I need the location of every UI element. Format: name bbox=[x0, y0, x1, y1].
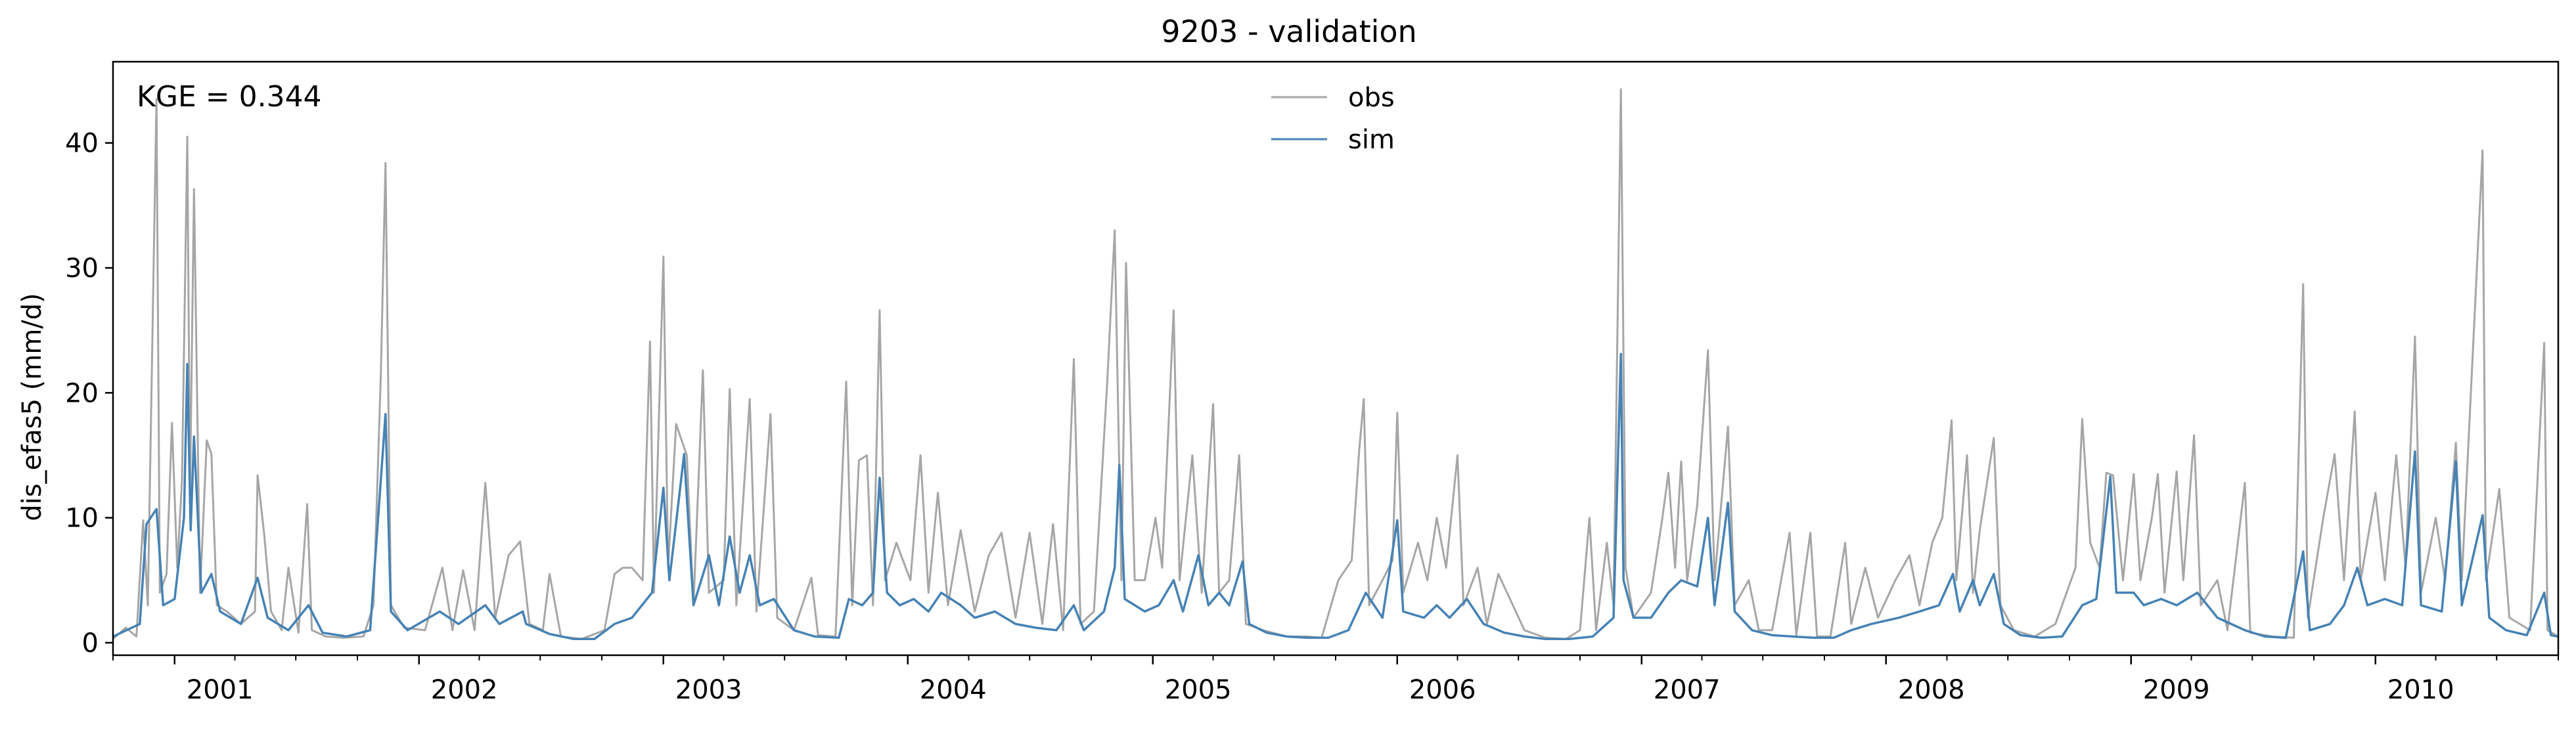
kge-annotation: KGE = 0.344 bbox=[137, 80, 322, 114]
y-tick-label-20: 20 bbox=[65, 378, 99, 408]
x-tick-label-2003: 2003 bbox=[675, 675, 742, 705]
x-tick-label-2004: 2004 bbox=[920, 675, 987, 705]
x-tick-label-2001: 2001 bbox=[187, 675, 254, 705]
x-tick-label-2006: 2006 bbox=[1409, 675, 1476, 705]
y-tick-label-40: 40 bbox=[65, 129, 99, 159]
x-tick-label-2010: 2010 bbox=[2387, 675, 2454, 705]
y-axis-label: dis_efas5 (mm/d) bbox=[17, 293, 47, 521]
plot-area bbox=[113, 88, 2558, 641]
x-axis: 2001 2002 2003 2004 2005 2006 2007 2008 2009 2010 bbox=[112, 655, 2559, 705]
legend-label-obs: obs bbox=[1348, 83, 1395, 113]
y-tick-label-10: 10 bbox=[65, 504, 99, 534]
y-axis: 0 10 20 30 40 bbox=[65, 129, 113, 658]
legend-label-sim: sim bbox=[1348, 125, 1395, 155]
x-tick-label-2002: 2002 bbox=[431, 675, 498, 705]
x-tick-label-2008: 2008 bbox=[1898, 675, 1965, 705]
x-tick-label-2007: 2007 bbox=[1654, 675, 1721, 705]
series-line-sim bbox=[113, 353, 2558, 641]
legend: obs sim bbox=[1271, 83, 1395, 155]
x-tick-label-2009: 2009 bbox=[2143, 675, 2210, 705]
chart-title: 9203 - validation bbox=[1161, 14, 1416, 49]
y-tick-label-0: 0 bbox=[82, 628, 99, 658]
series-line-obs bbox=[113, 88, 2558, 640]
x-tick-label-2005: 2005 bbox=[1165, 675, 1232, 705]
y-tick-label-30: 30 bbox=[65, 253, 99, 284]
